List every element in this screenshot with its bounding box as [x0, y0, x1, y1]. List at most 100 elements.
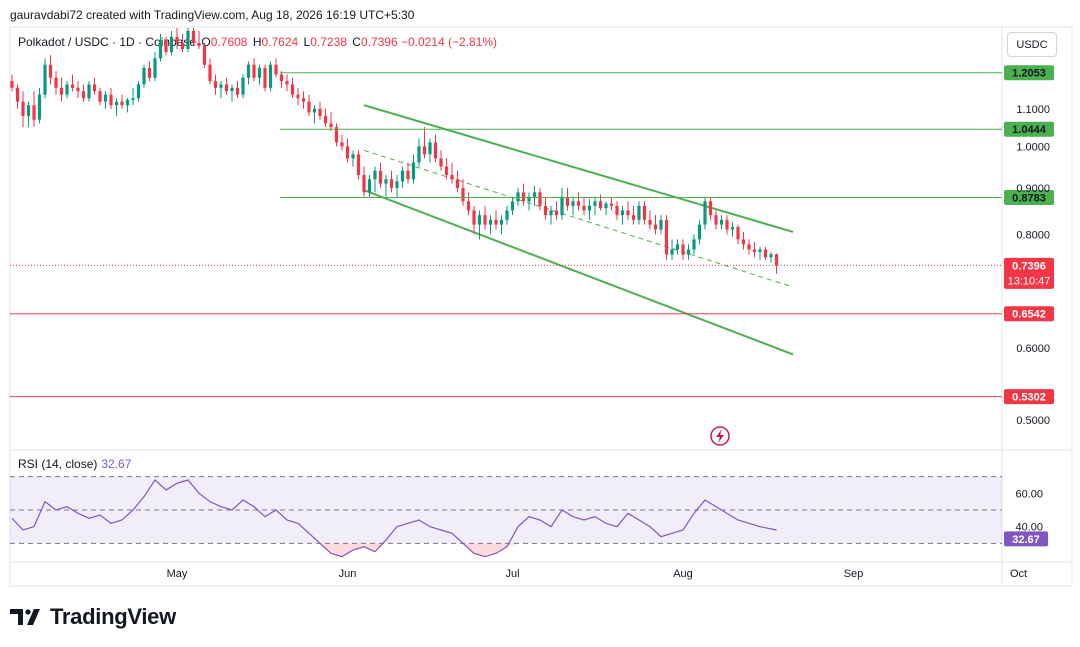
candle[interactable] [444, 158, 449, 180]
candle[interactable] [263, 64, 267, 92]
candle[interactable] [21, 91, 25, 128]
rsi-line[interactable] [11, 479, 777, 558]
candle[interactable] [362, 166, 366, 197]
candle[interactable] [483, 205, 487, 230]
candle[interactable] [257, 64, 262, 85]
candle[interactable] [147, 61, 152, 82]
candle[interactable] [373, 166, 377, 193]
candle[interactable] [626, 201, 630, 220]
candle[interactable] [681, 239, 685, 260]
candle[interactable] [758, 246, 762, 260]
candle[interactable] [26, 101, 31, 128]
candle[interactable] [169, 30, 174, 56]
candle[interactable] [274, 58, 278, 78]
candle[interactable] [527, 192, 531, 211]
candle[interactable] [582, 196, 586, 216]
candle[interactable] [378, 162, 383, 188]
candle[interactable] [521, 183, 526, 206]
candle[interactable] [395, 174, 399, 197]
tradingview-logo[interactable]: TradingView [10, 604, 176, 630]
candle[interactable] [593, 196, 597, 216]
candle[interactable] [598, 194, 603, 211]
candle[interactable] [604, 201, 608, 216]
lightning-icon[interactable] [710, 426, 730, 446]
candle[interactable] [15, 84, 20, 109]
candle[interactable] [318, 101, 322, 120]
candle[interactable] [466, 192, 471, 216]
candle[interactable] [708, 196, 713, 220]
candle[interactable] [285, 74, 289, 92]
candle[interactable] [136, 81, 141, 102]
candle[interactable] [389, 170, 394, 193]
candle[interactable] [351, 150, 355, 167]
currency-button[interactable]: USDC [1007, 32, 1057, 57]
candle[interactable] [532, 185, 537, 206]
candle[interactable] [428, 138, 432, 163]
candle[interactable] [334, 123, 339, 147]
candle[interactable] [587, 199, 592, 220]
candle[interactable] [741, 231, 746, 250]
candle[interactable] [329, 112, 333, 131]
candle[interactable] [565, 187, 570, 211]
candle[interactable] [208, 58, 212, 85]
candle[interactable] [197, 30, 201, 50]
candle[interactable] [747, 239, 751, 255]
candle[interactable] [510, 196, 515, 216]
candle[interactable] [54, 71, 58, 95]
candle[interactable] [675, 239, 680, 255]
candle[interactable] [543, 196, 548, 220]
candle[interactable] [340, 134, 344, 151]
candle[interactable] [290, 77, 295, 99]
candle[interactable] [670, 239, 674, 260]
candle[interactable] [367, 174, 372, 197]
candle[interactable] [235, 81, 240, 99]
candle[interactable] [48, 55, 53, 85]
candle[interactable] [620, 205, 625, 225]
candle[interactable] [400, 166, 405, 188]
candle[interactable] [637, 201, 641, 225]
candle[interactable] [648, 210, 652, 230]
candle[interactable] [642, 201, 647, 225]
candle[interactable] [571, 196, 575, 216]
candle[interactable] [301, 91, 306, 109]
candle[interactable] [87, 81, 91, 102]
candle[interactable] [631, 205, 636, 225]
candle[interactable] [461, 179, 465, 206]
candle[interactable] [158, 33, 163, 62]
candle[interactable] [70, 74, 75, 92]
candle[interactable] [10, 74, 14, 92]
candle[interactable] [472, 205, 476, 235]
candle[interactable] [120, 94, 124, 109]
candle[interactable] [769, 252, 773, 263]
channel-lower-line[interactable] [363, 189, 794, 356]
candle[interactable] [59, 77, 64, 102]
candle[interactable] [241, 74, 245, 99]
candle[interactable] [279, 71, 284, 88]
candle[interactable] [92, 77, 97, 95]
candle[interactable] [697, 219, 702, 245]
candle[interactable] [774, 253, 779, 274]
candle[interactable] [98, 87, 102, 106]
candle[interactable] [719, 215, 724, 230]
candle[interactable] [323, 108, 328, 128]
candle[interactable] [659, 215, 663, 235]
candle[interactable] [32, 91, 36, 128]
candle[interactable] [153, 52, 157, 82]
candle[interactable] [576, 192, 581, 211]
candle[interactable] [186, 28, 190, 53]
candle[interactable] [246, 61, 251, 85]
candle[interactable] [730, 222, 735, 237]
candle[interactable] [664, 215, 669, 260]
candle[interactable] [109, 87, 113, 109]
candle[interactable] [499, 215, 504, 235]
candle[interactable] [81, 84, 86, 102]
candle[interactable] [114, 98, 119, 117]
candle[interactable] [736, 224, 740, 245]
candle[interactable] [43, 58, 47, 99]
candle[interactable] [103, 91, 108, 109]
candle[interactable] [763, 246, 768, 260]
candle[interactable] [345, 138, 350, 163]
candle[interactable] [653, 215, 658, 235]
candle[interactable] [439, 150, 443, 171]
